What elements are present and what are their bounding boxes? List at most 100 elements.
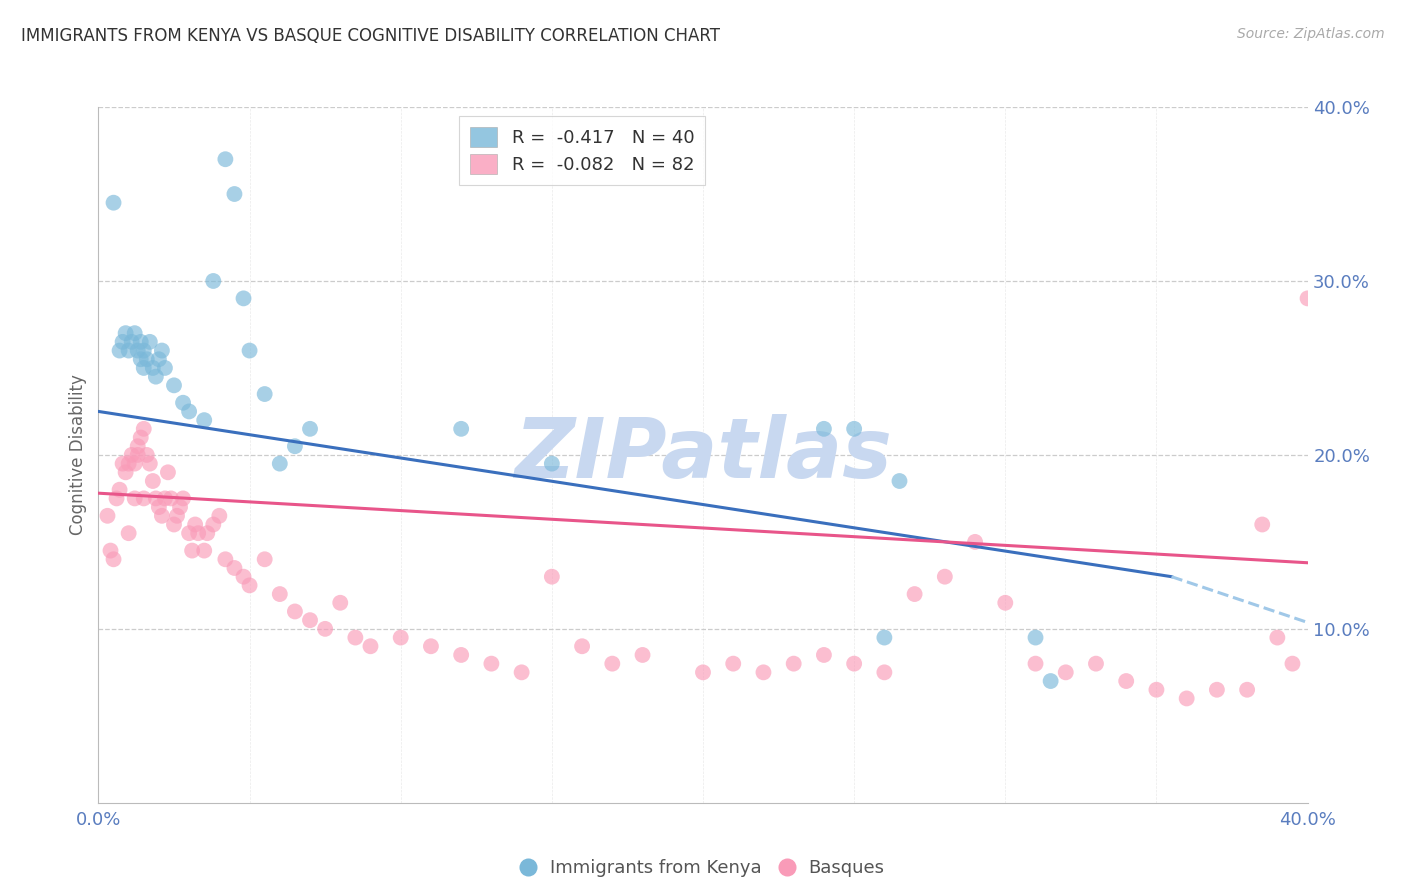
Point bbox=[208, 508, 231, 523]
Point bbox=[111, 334, 134, 349]
Point bbox=[904, 587, 927, 601]
Point bbox=[1024, 631, 1046, 645]
Point bbox=[124, 326, 146, 340]
Point bbox=[299, 422, 322, 436]
Point bbox=[994, 596, 1017, 610]
Point bbox=[934, 570, 956, 584]
Point bbox=[139, 334, 162, 349]
Point bbox=[156, 466, 179, 480]
Point bbox=[269, 457, 291, 471]
Point bbox=[329, 596, 352, 610]
Point bbox=[127, 343, 149, 358]
Point bbox=[160, 491, 183, 506]
Point bbox=[1281, 657, 1303, 671]
Point bbox=[118, 526, 141, 541]
Point bbox=[172, 396, 194, 410]
Point bbox=[239, 343, 262, 358]
Point bbox=[108, 483, 131, 497]
Point bbox=[153, 491, 176, 506]
Point bbox=[163, 378, 186, 392]
Point bbox=[631, 648, 654, 662]
Point bbox=[239, 578, 262, 592]
Point bbox=[179, 404, 201, 418]
Point bbox=[166, 508, 188, 523]
Text: Source: ZipAtlas.com: Source: ZipAtlas.com bbox=[1237, 27, 1385, 41]
Point bbox=[179, 526, 201, 541]
Point bbox=[269, 587, 291, 601]
Point bbox=[232, 570, 254, 584]
Point bbox=[145, 491, 167, 506]
Point bbox=[124, 457, 146, 471]
Point bbox=[752, 665, 775, 680]
Point bbox=[540, 457, 562, 471]
Point bbox=[1236, 682, 1258, 697]
Point bbox=[184, 517, 207, 532]
Point bbox=[873, 631, 896, 645]
Point bbox=[783, 657, 806, 671]
Point bbox=[132, 360, 155, 375]
Point bbox=[193, 543, 215, 558]
Point bbox=[111, 457, 134, 471]
Point bbox=[481, 657, 503, 671]
Legend: Immigrants from Kenya, Basques: Immigrants from Kenya, Basques bbox=[515, 852, 891, 884]
Point bbox=[1085, 657, 1108, 671]
Point bbox=[153, 360, 176, 375]
Point bbox=[202, 517, 225, 532]
Point bbox=[284, 605, 307, 619]
Point bbox=[420, 639, 443, 653]
Point bbox=[540, 570, 562, 584]
Point bbox=[121, 334, 143, 349]
Point bbox=[181, 543, 204, 558]
Point bbox=[253, 387, 276, 401]
Point bbox=[132, 422, 155, 436]
Point bbox=[195, 526, 218, 541]
Point bbox=[121, 448, 143, 462]
Point bbox=[1267, 631, 1289, 645]
Point bbox=[145, 369, 167, 384]
Point bbox=[344, 631, 367, 645]
Point bbox=[299, 613, 322, 627]
Point bbox=[214, 552, 236, 566]
Point bbox=[1251, 517, 1274, 532]
Point bbox=[813, 648, 835, 662]
Point bbox=[844, 422, 866, 436]
Point bbox=[96, 508, 118, 523]
Point bbox=[129, 352, 152, 367]
Point bbox=[108, 343, 131, 358]
Point bbox=[148, 352, 170, 367]
Point bbox=[105, 491, 128, 506]
Point bbox=[142, 474, 165, 488]
Point bbox=[889, 474, 911, 488]
Point bbox=[813, 422, 835, 436]
Point bbox=[1144, 682, 1167, 697]
Point bbox=[114, 326, 136, 340]
Point bbox=[129, 431, 152, 445]
Point bbox=[114, 466, 136, 480]
Text: IMMIGRANTS FROM KENYA VS BASQUE COGNITIVE DISABILITY CORRELATION CHART: IMMIGRANTS FROM KENYA VS BASQUE COGNITIV… bbox=[21, 27, 720, 45]
Point bbox=[193, 413, 215, 427]
Point bbox=[253, 552, 276, 566]
Point bbox=[873, 665, 896, 680]
Point bbox=[150, 343, 173, 358]
Point bbox=[1024, 657, 1046, 671]
Point bbox=[172, 491, 194, 506]
Point bbox=[571, 639, 593, 653]
Point bbox=[1039, 674, 1062, 689]
Point bbox=[124, 491, 146, 506]
Point bbox=[1054, 665, 1077, 680]
Point bbox=[187, 526, 209, 541]
Point bbox=[129, 334, 152, 349]
Point bbox=[224, 187, 246, 202]
Point bbox=[965, 534, 987, 549]
Point bbox=[132, 343, 155, 358]
Point bbox=[127, 448, 149, 462]
Point bbox=[1206, 682, 1229, 697]
Point bbox=[103, 552, 125, 566]
Point bbox=[360, 639, 382, 653]
Point bbox=[103, 195, 125, 210]
Point bbox=[148, 500, 170, 514]
Point bbox=[284, 439, 307, 453]
Point bbox=[214, 152, 236, 166]
Point bbox=[100, 543, 122, 558]
Y-axis label: Cognitive Disability: Cognitive Disability bbox=[69, 375, 87, 535]
